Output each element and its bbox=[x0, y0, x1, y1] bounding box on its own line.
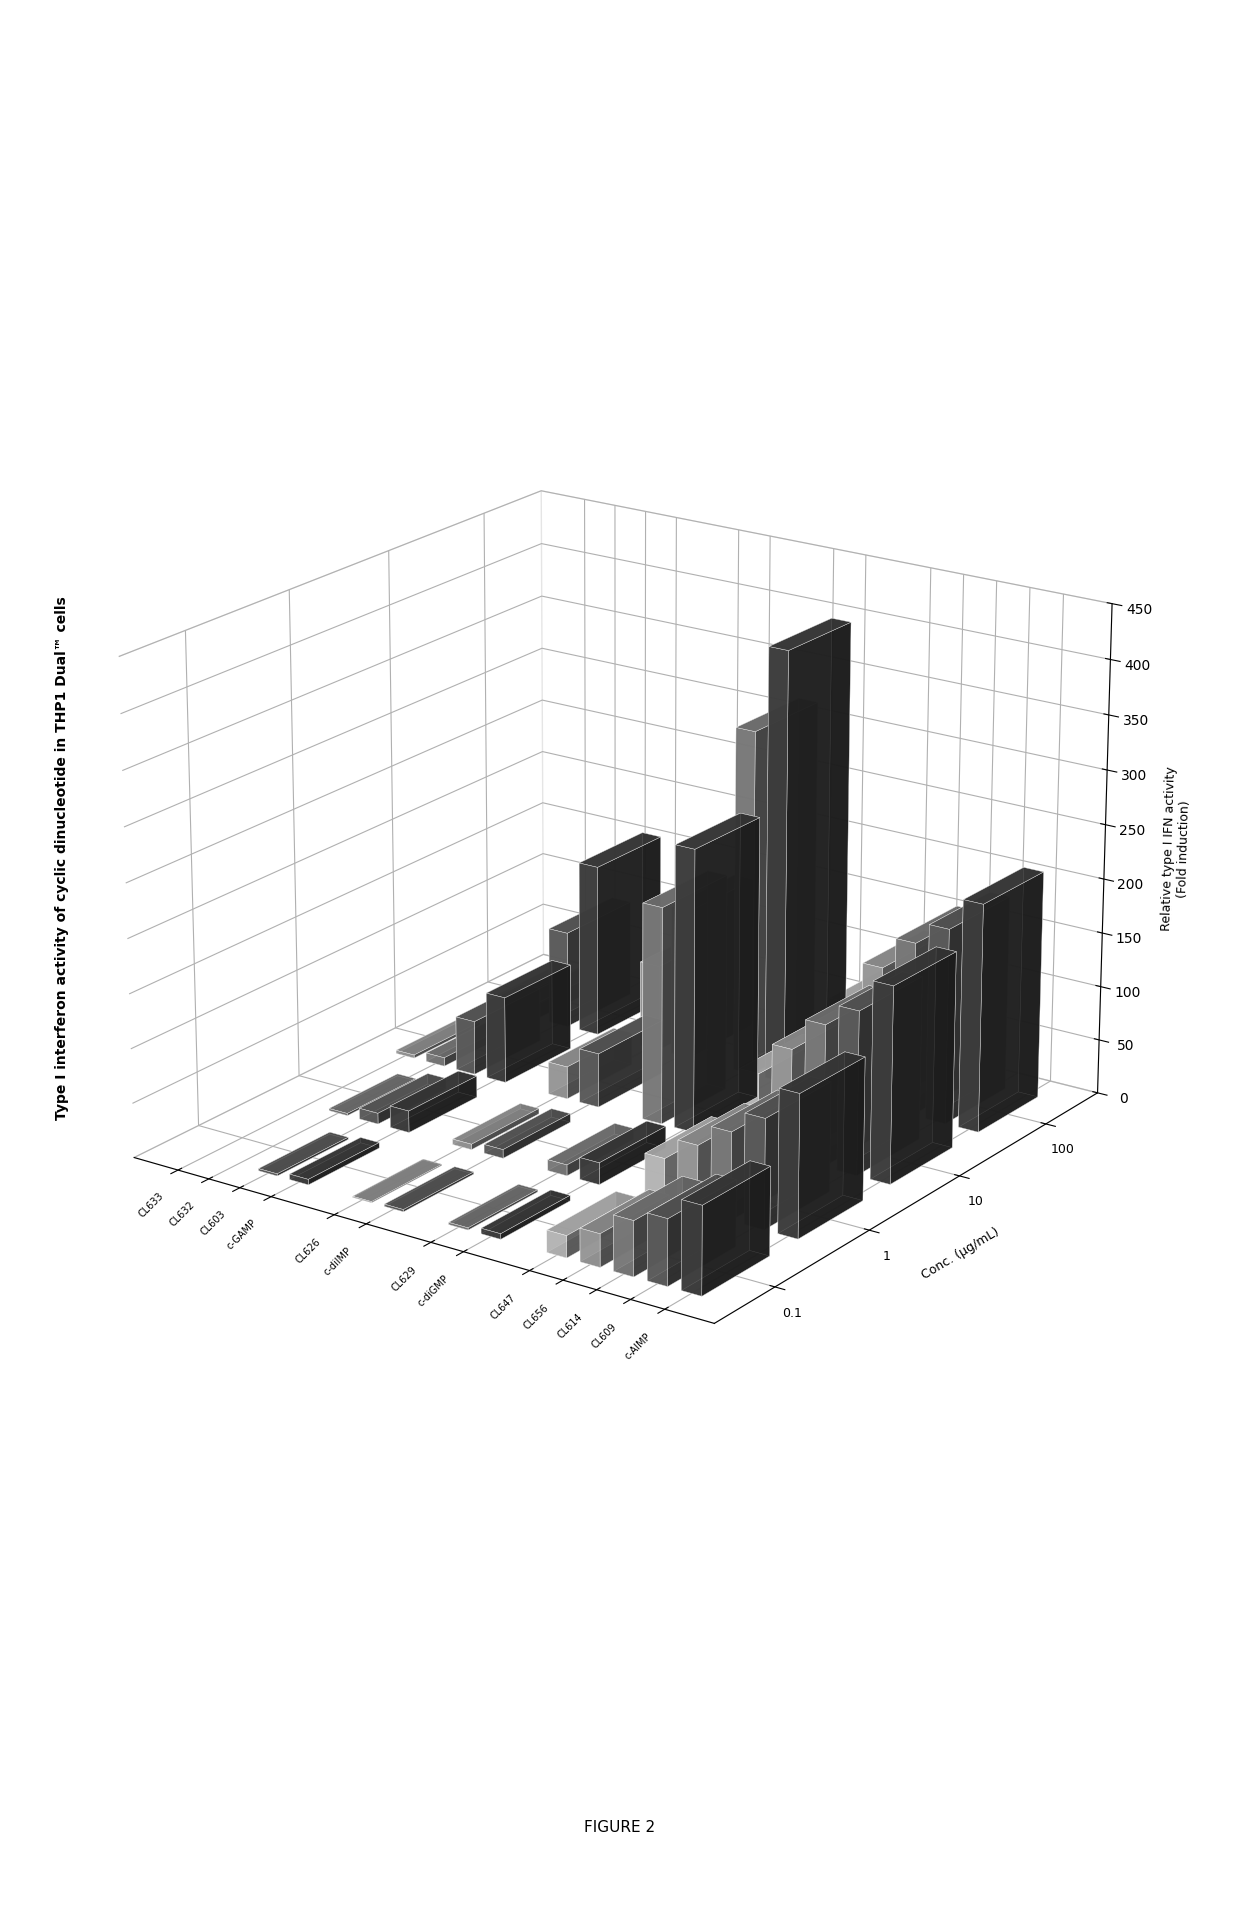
Y-axis label: Conc. (μg/mL): Conc. (μg/mL) bbox=[919, 1224, 1001, 1282]
Text: FIGURE 2: FIGURE 2 bbox=[584, 1819, 656, 1835]
Text: Type I interferon activity of cyclic dinucleotide in THP1 Dual™ cells: Type I interferon activity of cyclic din… bbox=[55, 597, 69, 1119]
